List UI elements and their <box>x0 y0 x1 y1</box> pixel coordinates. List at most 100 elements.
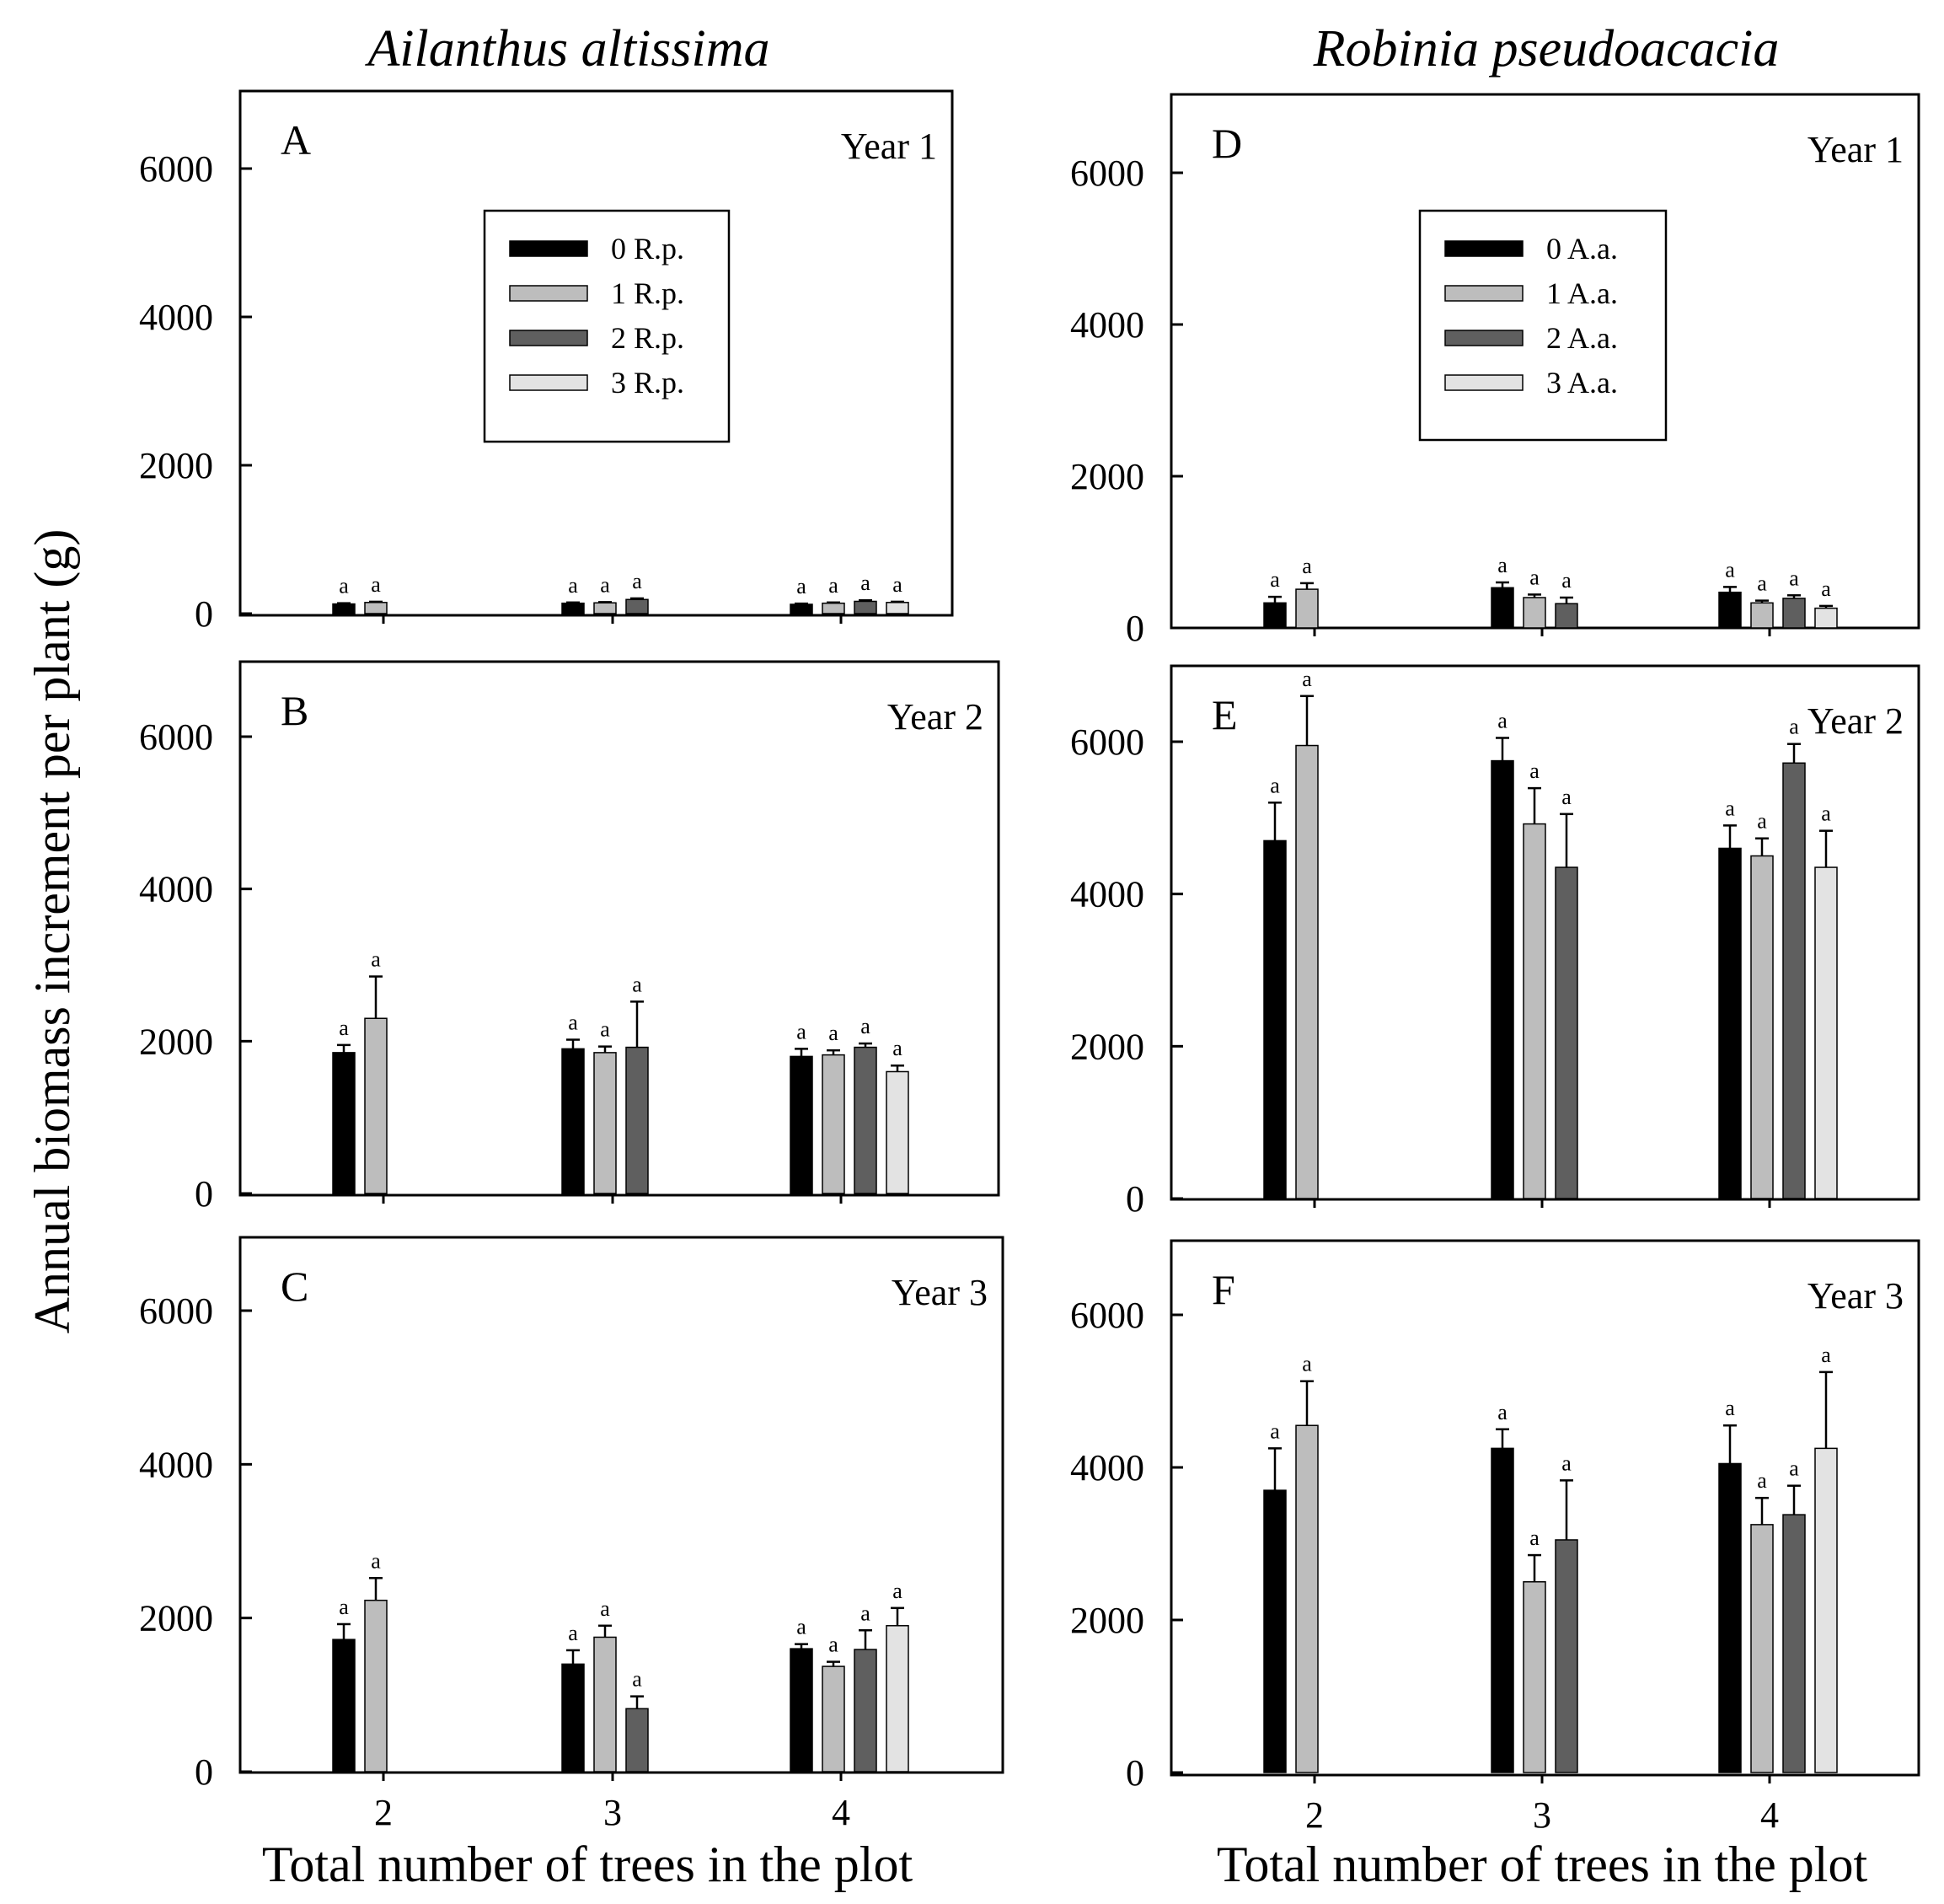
panel-frame <box>238 1236 1004 1774</box>
bar-d-cat4-s2 <box>1782 598 1806 629</box>
bar-a-cat3-s2 <box>625 598 649 614</box>
bar-c-cat4-s1 <box>822 1665 845 1773</box>
significance-label: a <box>1302 667 1312 691</box>
bar-e-cat3-s2 <box>1555 866 1578 1199</box>
x-tick-label: 2 <box>1305 1794 1324 1836</box>
significance-label: a <box>371 1548 381 1573</box>
y-tick-label: 6000 <box>139 148 213 190</box>
y-tick-label: 0 <box>195 593 213 635</box>
y-tick-label: 6000 <box>139 1290 213 1332</box>
bar-a-cat4-s3 <box>886 602 909 614</box>
significance-label: a <box>796 1019 806 1043</box>
bar-e-cat4-s1 <box>1750 855 1774 1199</box>
legend-swatch-3 <box>509 374 588 391</box>
significance-label: a <box>632 1667 642 1692</box>
x-axis-title-left: Total number of trees in the plot <box>262 1837 913 1892</box>
significance-label: a <box>892 1579 902 1603</box>
y-tick-label: 4000 <box>1070 304 1144 346</box>
x-tick-label: 4 <box>832 1792 850 1833</box>
panel-frame <box>238 660 1000 1197</box>
bar-a-cat4-s2 <box>854 600 877 614</box>
y-tick-label: 4000 <box>1070 1447 1144 1488</box>
bar-c-cat4-s3 <box>886 1625 909 1773</box>
significance-label: a <box>1497 1400 1508 1424</box>
significance-label: a <box>860 1014 870 1038</box>
bar-e-cat3-s1 <box>1523 823 1546 1199</box>
bar-c-cat3-s1 <box>593 1636 617 1773</box>
significance-label: a <box>1725 1396 1735 1420</box>
significance-label: a <box>828 1633 838 1657</box>
column-title-ailanthus: Ailanthus altissima <box>364 20 769 78</box>
significance-label: a <box>892 1036 902 1060</box>
year-label: Year 1 <box>841 126 937 167</box>
y-tick-label: 2000 <box>139 1598 213 1639</box>
panel-letter: D <box>1212 120 1242 167</box>
bar-f-cat4-s2 <box>1782 1514 1806 1773</box>
y-tick-label: 0 <box>1126 1178 1144 1220</box>
significance-label: a <box>1561 568 1572 593</box>
bar-a-cat3-s1 <box>593 602 617 614</box>
significance-label: a <box>860 571 870 595</box>
y-tick-label: 4000 <box>1070 874 1144 915</box>
significance-label: a <box>1757 1468 1767 1493</box>
bar-f-cat3-s2 <box>1555 1539 1578 1773</box>
bar-c-cat2-s1 <box>364 1599 388 1773</box>
bar-e-cat4-s0 <box>1718 847 1742 1199</box>
legend: 0 A.a. 1 A.a. 2 A.a. 3 A.a. <box>1418 209 1668 442</box>
significance-label: a <box>600 572 610 597</box>
bar-d-cat2-s0 <box>1263 602 1287 629</box>
legend-label-1: 1 A.a. <box>1546 276 1618 310</box>
bar-b-cat4-s2 <box>854 1046 877 1194</box>
significance-label: a <box>1821 802 1831 826</box>
significance-label: a <box>1821 1343 1831 1367</box>
bar-a-cat4-s0 <box>790 603 813 614</box>
column-title-robinia: Robinia pseudoacacia <box>1313 20 1780 78</box>
bar-e-cat2-s0 <box>1263 839 1287 1199</box>
significance-label: a <box>1561 785 1572 809</box>
y-tick-label: 4000 <box>139 869 213 910</box>
significance-label: a <box>1270 1419 1280 1443</box>
y-tick-label: 4000 <box>139 297 213 338</box>
significance-label: a <box>339 574 349 598</box>
significance-label: a <box>1529 759 1540 783</box>
legend-swatch-0 <box>509 240 588 257</box>
significance-label: a <box>1757 809 1767 834</box>
y-tick-label: 2000 <box>1070 1600 1144 1641</box>
bar-d-cat3-s2 <box>1555 603 1578 629</box>
panel-letter: E <box>1212 691 1238 738</box>
significance-label: a <box>1302 554 1312 578</box>
significance-label: a <box>1529 1526 1540 1550</box>
legend-swatch-3 <box>1444 374 1524 391</box>
bar-b-cat2-s1 <box>364 1017 388 1194</box>
bar-d-cat4-s3 <box>1814 607 1838 629</box>
bar-b-cat2-s0 <box>332 1052 356 1194</box>
legend-label-2: 2 A.a. <box>1546 321 1618 355</box>
bar-d-cat4-s0 <box>1718 591 1742 629</box>
legend-swatch-1 <box>1444 285 1524 302</box>
significance-label: a <box>828 1021 838 1045</box>
x-tick-label: 3 <box>603 1792 622 1833</box>
panel-letter: C <box>281 1263 308 1310</box>
bar-e-cat3-s0 <box>1491 759 1514 1199</box>
legend-label-3: 3 R.p. <box>611 366 684 400</box>
significance-label: a <box>860 1601 870 1625</box>
y-tick-label: 4000 <box>139 1444 213 1485</box>
bar-a-cat2-s0 <box>332 603 356 614</box>
y-tick-label: 6000 <box>1070 721 1144 763</box>
significance-label: a <box>796 574 806 598</box>
bar-d-cat3-s0 <box>1491 587 1514 629</box>
panel-frame <box>238 89 954 617</box>
significance-label: a <box>1757 571 1767 596</box>
bar-f-cat2-s0 <box>1263 1489 1287 1773</box>
bar-e-cat4-s2 <box>1782 762 1806 1199</box>
bar-d-cat3-s1 <box>1523 597 1546 629</box>
significance-label: a <box>1789 566 1799 590</box>
y-tick-label: 6000 <box>1070 153 1144 194</box>
bar-e-cat2-s1 <box>1295 744 1319 1199</box>
bar-c-cat3-s0 <box>561 1663 585 1773</box>
bar-f-cat3-s1 <box>1523 1581 1546 1773</box>
significance-label: a <box>568 573 578 598</box>
panel-letter: F <box>1212 1266 1235 1313</box>
